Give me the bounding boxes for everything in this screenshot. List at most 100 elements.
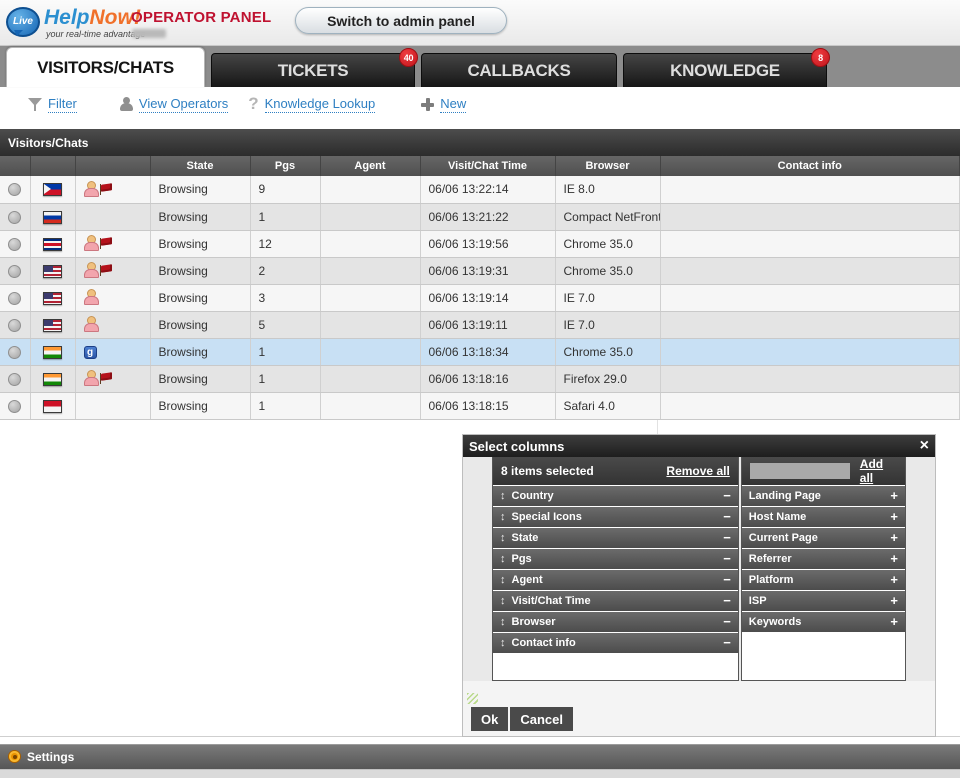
drag-handle-icon[interactable]: ↕ [500, 595, 506, 607]
selected-column-item[interactable]: ↕ Browser − [493, 612, 738, 632]
radio-icon[interactable] [8, 183, 22, 197]
col-special-icons [75, 156, 151, 176]
add-column-icon[interactable]: + [890, 614, 898, 629]
col-contact[interactable]: Contact info [660, 156, 960, 176]
available-column-item[interactable]: Current Page + [741, 528, 905, 548]
visitor-row[interactable]: g Browsing 1 06/06 13:18:34 Chrome 35.0 [0, 338, 960, 366]
col-browser[interactable]: Browser [555, 156, 661, 176]
row-select-cell[interactable] [0, 338, 31, 366]
remove-all-link[interactable]: Remove all [666, 464, 730, 478]
tab-visitors-chats[interactable]: VISITORS/CHATS [6, 47, 205, 87]
actions-toolbar: Filter View Operators ? Knowledge Lookup… [0, 87, 960, 121]
available-column-item[interactable]: Keywords + [741, 612, 905, 632]
row-select-cell[interactable] [0, 365, 31, 393]
remove-column-icon[interactable]: − [723, 614, 731, 629]
add-column-icon[interactable]: + [890, 530, 898, 545]
knowledge-lookup-button[interactable]: ? Knowledge Lookup [248, 95, 376, 113]
drag-handle-icon[interactable]: ↕ [500, 553, 506, 565]
tickets-count-badge: 40 [399, 48, 418, 67]
row-select-cell[interactable] [0, 311, 31, 339]
selected-column-item[interactable]: ↕ Visit/Chat Time − [493, 591, 738, 611]
drag-handle-icon[interactable]: ↕ [500, 637, 506, 649]
red-flag-icon [99, 263, 113, 276]
settings-bar[interactable]: Settings [0, 743, 960, 769]
drag-handle-icon[interactable]: ↕ [500, 490, 506, 502]
available-column-item[interactable]: Landing Page + [741, 486, 905, 506]
new-button[interactable]: New [421, 96, 467, 113]
tab-callbacks[interactable]: CALLBACKS [421, 53, 617, 87]
radio-icon[interactable] [8, 210, 22, 224]
contact-cell [660, 230, 960, 258]
remove-column-icon[interactable]: − [723, 635, 731, 650]
drag-handle-icon[interactable]: ↕ [500, 511, 506, 523]
dialog-title: Select columns [469, 438, 565, 454]
row-select-cell[interactable] [0, 392, 31, 420]
drag-handle-icon[interactable]: ↕ [500, 616, 506, 628]
radio-icon[interactable] [8, 372, 22, 386]
pgs-cell: 1 [250, 203, 321, 231]
view-operators-button[interactable]: View Operators [119, 96, 229, 113]
ok-button[interactable]: Ok [471, 707, 509, 731]
drag-handle-icon[interactable]: ↕ [500, 532, 506, 544]
col-pgs[interactable]: Pgs [250, 156, 321, 176]
switch-to-admin-button[interactable]: Switch to admin panel [295, 7, 507, 34]
add-column-icon[interactable]: + [890, 509, 898, 524]
remove-column-icon[interactable]: − [723, 509, 731, 524]
radio-icon[interactable] [8, 264, 22, 278]
row-select-cell[interactable] [0, 176, 31, 204]
selected-column-item[interactable]: ↕ Pgs − [493, 549, 738, 569]
available-column-item[interactable]: Host Name + [741, 507, 905, 527]
radio-icon[interactable] [8, 318, 22, 332]
remove-column-icon[interactable]: − [723, 572, 731, 587]
column-search-input[interactable] [749, 463, 850, 479]
available-column-item[interactable]: Referrer + [741, 549, 905, 569]
radio-icon[interactable] [8, 237, 22, 251]
col-agent[interactable]: Agent [320, 156, 421, 176]
available-column-item[interactable]: ISP + [741, 591, 905, 611]
add-all-link[interactable]: Add all [859, 457, 884, 485]
remove-column-icon[interactable]: − [723, 530, 731, 545]
selected-column-item[interactable]: ↕ Country − [493, 486, 738, 506]
tab-knowledge[interactable]: KNOWLEDGE 8 [623, 48, 830, 87]
add-column-icon[interactable]: + [890, 572, 898, 587]
radio-icon[interactable] [8, 291, 22, 305]
dialog-titlebar[interactable]: Select columns × [463, 435, 935, 457]
available-column-item[interactable]: Platform + [741, 570, 905, 590]
selected-column-item[interactable]: ↕ State − [493, 528, 738, 548]
pgs-cell: 12 [250, 230, 321, 258]
tab-tickets[interactable]: TICKETS 40 [211, 48, 418, 87]
selected-column-item[interactable]: ↕ Special Icons − [493, 507, 738, 527]
radio-icon[interactable] [8, 345, 22, 359]
close-icon[interactable]: × [919, 437, 929, 454]
drag-handle-icon[interactable]: ↕ [500, 574, 506, 586]
resize-handle-icon[interactable] [467, 693, 478, 704]
visitors-panel-title: Visitors/Chats [0, 129, 960, 156]
selected-column-item[interactable]: ↕ Agent − [493, 570, 738, 590]
col-time[interactable]: Visit/Chat Time [420, 156, 556, 176]
row-select-cell[interactable] [0, 257, 31, 285]
remove-column-icon[interactable]: − [723, 488, 731, 503]
remove-column-icon[interactable]: − [723, 551, 731, 566]
row-select-cell[interactable] [0, 284, 31, 312]
row-select-cell[interactable] [0, 230, 31, 258]
selected-column-item[interactable]: ↕ Contact info − [493, 633, 738, 653]
add-column-icon[interactable]: + [890, 488, 898, 503]
footer-gap [0, 736, 960, 744]
country-cell [30, 392, 76, 420]
filter-button[interactable]: Filter [28, 96, 77, 113]
col-state[interactable]: State [150, 156, 251, 176]
row-select-cell[interactable] [0, 203, 31, 231]
radio-icon[interactable] [8, 399, 22, 413]
remove-column-icon[interactable]: − [723, 593, 731, 608]
add-column-icon[interactable]: + [890, 551, 898, 566]
cancel-button[interactable]: Cancel [510, 707, 573, 731]
add-column-icon[interactable]: + [890, 593, 898, 608]
